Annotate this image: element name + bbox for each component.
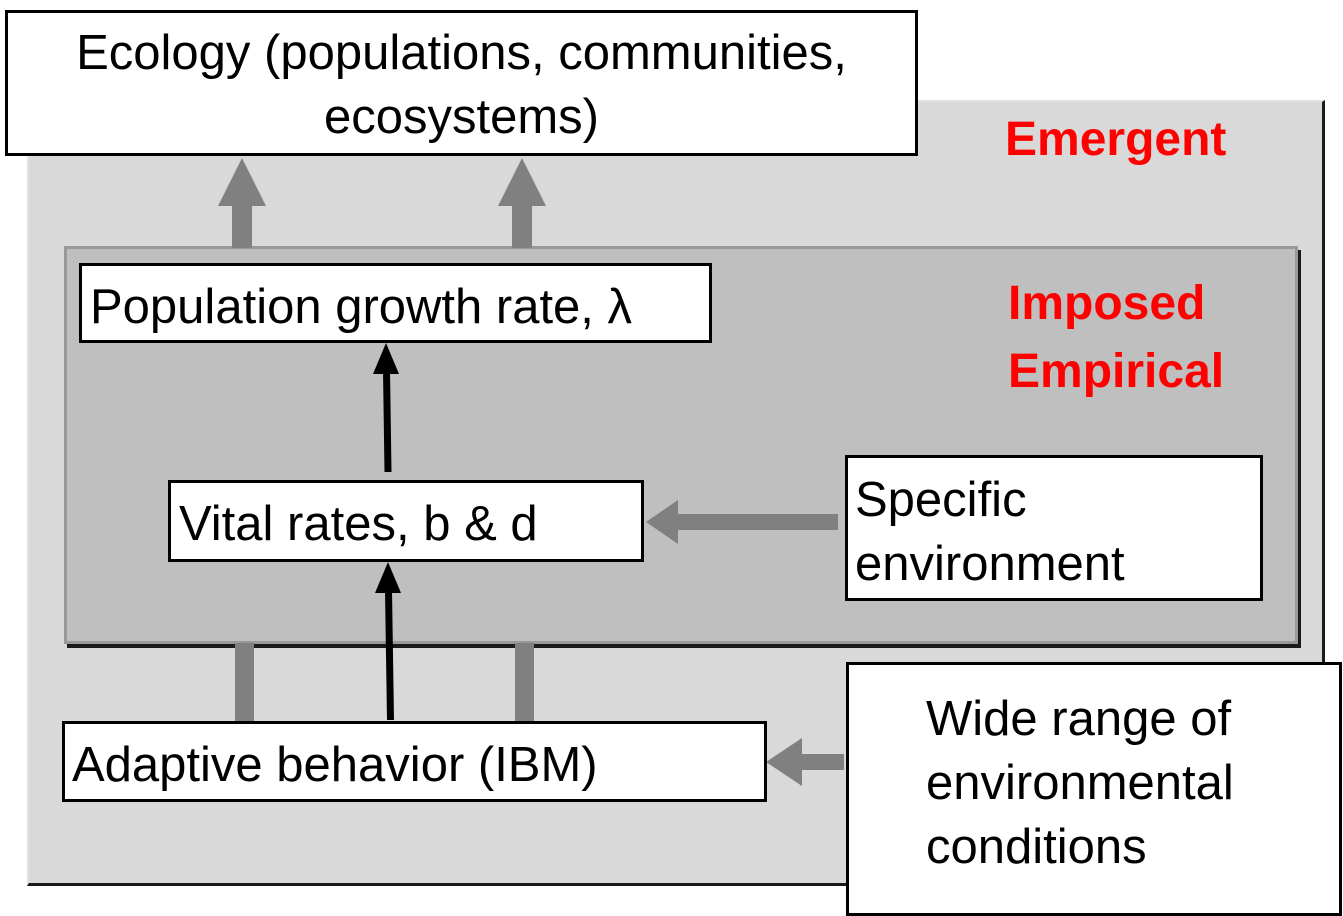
ecology-label: Ecology (populations, communities, ecosy…: [76, 26, 847, 144]
gray-arrow-wide-to-adaptive: [766, 738, 844, 786]
empirical-label: Empirical: [1008, 345, 1225, 398]
growth-rate-label: Population growth rate, λ: [90, 280, 633, 334]
growth-rate-box: Population growth rate, λ: [79, 263, 712, 343]
specific-environment-label: Specific environment: [855, 473, 1125, 591]
black-arrow-vital-to-growth: [373, 343, 399, 472]
gray-connector-left: [235, 643, 254, 721]
gray-arrow-right-up: [498, 158, 546, 248]
wide-range-box: Wide range of environmental conditions: [846, 662, 1342, 916]
gray-arrow-specific-to-vital: [646, 500, 838, 544]
wide-range-label: Wide range of environmental conditions: [926, 692, 1234, 874]
gray-arrow-left-up: [218, 158, 266, 248]
gray-connector-right: [515, 643, 534, 721]
specific-environment-box: Specific environment: [845, 455, 1263, 601]
vital-rates-box: Vital rates, b & d: [168, 480, 644, 562]
ecology-box: Ecology (populations, communities, ecosy…: [5, 10, 918, 156]
adaptive-behavior-label: Adaptive behavior (IBM): [72, 738, 598, 792]
imposed-label: Imposed: [1008, 277, 1206, 330]
emergent-label: Emergent: [1005, 113, 1227, 166]
vital-rates-label: Vital rates, b & d: [179, 497, 538, 551]
adaptive-behavior-box: Adaptive behavior (IBM): [62, 721, 767, 802]
black-arrow-adaptive-to-vital: [375, 562, 401, 720]
